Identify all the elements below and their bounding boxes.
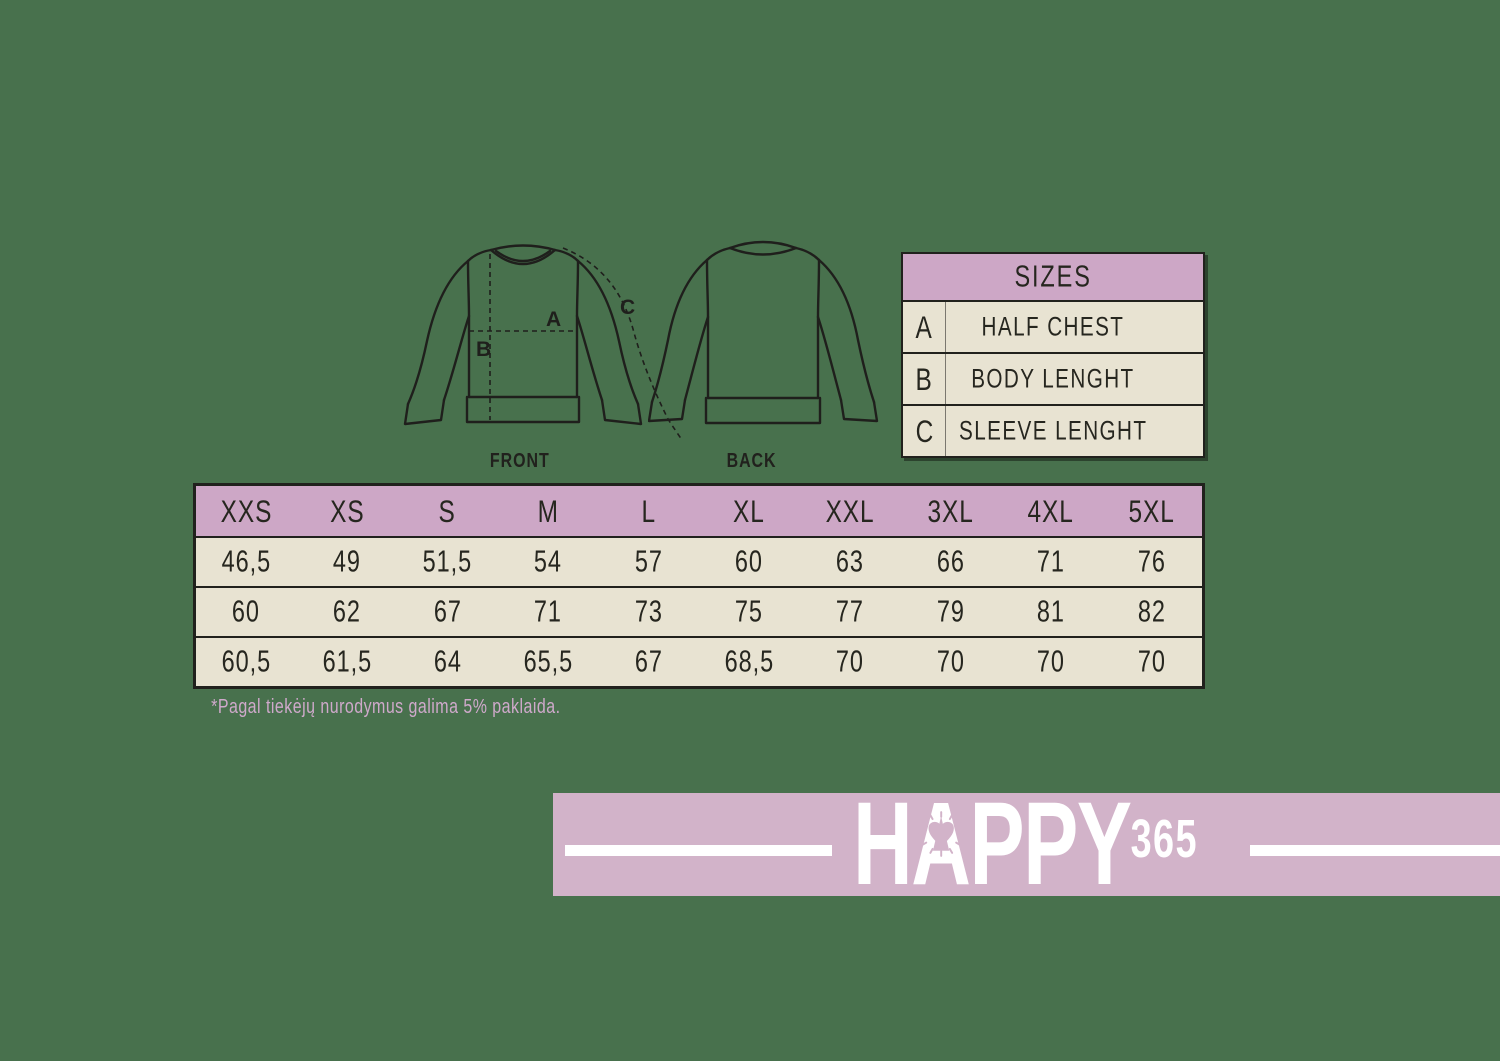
table-cell: 51,5 bbox=[422, 544, 473, 579]
logo-superscript: 365 bbox=[1130, 809, 1198, 869]
sleeve-length-row: 60,5 61,5 64 65,5 67 68,5 70 70 70 70 bbox=[196, 636, 1202, 686]
happy365-logo: HA bbox=[853, 785, 1198, 903]
banner-right-line bbox=[1250, 845, 1500, 856]
table-cell: 62 bbox=[332, 594, 361, 629]
table-cell: 67 bbox=[433, 594, 462, 629]
table-cell: 63 bbox=[835, 544, 864, 579]
size-column-header: M bbox=[537, 492, 559, 529]
legend-row-body-length: B BODY LENGHT bbox=[903, 352, 1203, 404]
table-cell: 75 bbox=[735, 594, 764, 629]
brand-banner: HA bbox=[553, 785, 1500, 903]
sweater-back-diagram bbox=[648, 240, 879, 425]
legend-label: SLEEVE LENGHT bbox=[958, 415, 1148, 446]
size-column-header: 4XL bbox=[1027, 492, 1075, 529]
table-cell: 70 bbox=[936, 644, 965, 679]
legend-row-sleeve-length: C SLEEVE LENGHT bbox=[903, 404, 1203, 456]
marker-b-label: B bbox=[476, 338, 491, 361]
logo-letter-a: A bbox=[911, 785, 971, 903]
table-cell: 79 bbox=[936, 594, 965, 629]
front-view-label: FRONT bbox=[490, 448, 550, 472]
table-cell: 76 bbox=[1137, 544, 1166, 579]
size-column-header: XXS bbox=[220, 492, 273, 529]
size-measurements-table: XXS XS S M L XL XXL 3XL 4XL 5XL 46,5 49 … bbox=[193, 483, 1205, 689]
sizes-legend-title: SIZES bbox=[903, 254, 1203, 300]
table-cell: 68,5 bbox=[724, 644, 775, 679]
legend-letter: C bbox=[903, 406, 946, 456]
table-cell: 70 bbox=[1137, 644, 1166, 679]
size-column-header: S bbox=[438, 492, 457, 529]
table-cell: 64 bbox=[433, 644, 462, 679]
table-cell: 49 bbox=[332, 544, 361, 579]
legend-label: HALF CHEST bbox=[981, 311, 1125, 342]
legend-label: BODY LENGHT bbox=[971, 363, 1135, 394]
body-length-row: 60 62 67 71 73 75 77 79 81 82 bbox=[196, 586, 1202, 636]
size-column-header: XL bbox=[733, 492, 766, 529]
table-cell: 67 bbox=[634, 644, 663, 679]
sizes-legend-table: SIZES A HALF CHEST B BODY LENGHT C SLEEV… bbox=[901, 252, 1205, 458]
table-cell: 46,5 bbox=[221, 544, 272, 579]
table-cell: 71 bbox=[1037, 544, 1066, 579]
table-cell: 54 bbox=[534, 544, 563, 579]
table-cell: 70 bbox=[1037, 644, 1066, 679]
table-cell: 82 bbox=[1137, 594, 1166, 629]
logo-word-end: PPY bbox=[969, 778, 1132, 910]
table-cell: 65,5 bbox=[523, 644, 573, 679]
table-cell: 60 bbox=[232, 594, 261, 629]
table-cell: 81 bbox=[1037, 594, 1066, 629]
table-cell: 61,5 bbox=[322, 644, 372, 679]
legend-row-half-chest: A HALF CHEST bbox=[903, 300, 1203, 352]
logo-word-start: H bbox=[853, 778, 913, 910]
table-cell: 57 bbox=[634, 544, 663, 579]
sweater-front-diagram: A B C bbox=[403, 244, 683, 441]
marker-c-label: C bbox=[620, 296, 635, 319]
tolerance-footnote: *Pagal tiekėjų nurodymus galima 5% pakla… bbox=[211, 694, 561, 718]
size-column-header: 3XL bbox=[927, 492, 974, 529]
size-column-header: XXL bbox=[825, 492, 875, 529]
table-cell: 66 bbox=[936, 544, 965, 579]
table-cell: 70 bbox=[835, 644, 864, 679]
table-cell: 73 bbox=[634, 594, 663, 629]
banner-left-line bbox=[565, 845, 832, 856]
table-cell: 71 bbox=[534, 594, 563, 629]
half-chest-row: 46,5 49 51,5 54 57 60 63 66 71 76 bbox=[196, 536, 1202, 586]
size-column-header: L bbox=[641, 492, 656, 529]
size-table-header-row: XXS XS S M L XL XXL 3XL 4XL 5XL bbox=[196, 486, 1202, 536]
size-column-header: 5XL bbox=[1128, 492, 1175, 529]
measure-line-c bbox=[562, 247, 683, 441]
table-cell: 77 bbox=[835, 594, 864, 629]
back-view-label: BACK bbox=[727, 448, 777, 472]
legend-letter: B bbox=[903, 354, 946, 404]
heart-icon bbox=[918, 811, 965, 858]
size-column-header: XS bbox=[329, 492, 365, 529]
table-cell: 60 bbox=[735, 544, 764, 579]
legend-letter: A bbox=[903, 302, 946, 352]
marker-a-label: A bbox=[546, 308, 561, 331]
table-cell: 60,5 bbox=[221, 644, 272, 679]
